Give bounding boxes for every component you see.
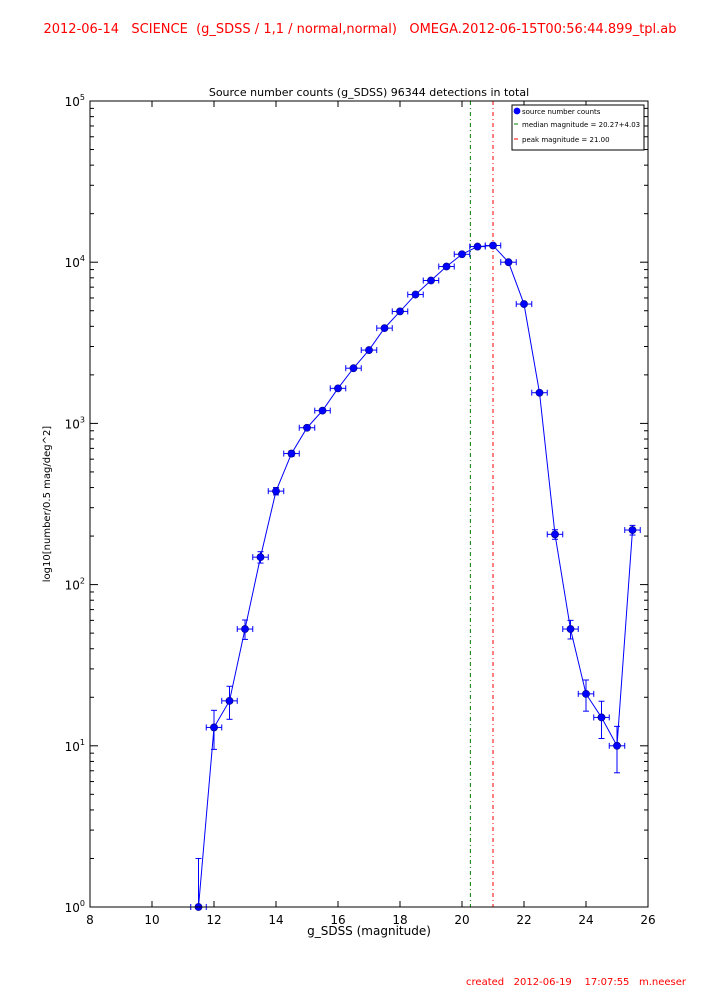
- data-point: [380, 324, 389, 333]
- x-tick-label: 12: [206, 913, 221, 927]
- data-point: [566, 625, 575, 633]
- data-point: [210, 723, 218, 732]
- data-point: [473, 242, 482, 251]
- x-tick-label: 22: [516, 913, 531, 927]
- data-point: [411, 290, 420, 299]
- x-tick-label: 16: [330, 913, 345, 927]
- y-tick-label: 102: [65, 577, 85, 593]
- data-point: [613, 741, 621, 750]
- legend-series-marker: [513, 107, 521, 115]
- data-point: [458, 250, 466, 259]
- data-point: [520, 300, 528, 308]
- plot-area: [190, 101, 641, 911]
- data-point: [334, 384, 342, 393]
- y-axis-label: log10[number/0.5 mag/deg^2]: [42, 426, 53, 583]
- legend-entry: source number counts: [522, 108, 601, 116]
- data-point: [365, 346, 373, 354]
- x-tick-label: 14: [268, 913, 283, 927]
- data-point: [225, 696, 234, 705]
- data-point: [318, 406, 327, 415]
- data-point: [489, 241, 497, 250]
- plot-frame: [89, 100, 649, 908]
- data-point: [551, 530, 559, 539]
- y-tick-label: 100: [65, 899, 85, 915]
- legend-box: [511, 104, 645, 151]
- y-tick-label: 105: [65, 93, 85, 109]
- x-tick-label: 10: [144, 913, 159, 927]
- data-point: [349, 364, 358, 373]
- data-point: [427, 276, 435, 285]
- x-tick-label: 26: [640, 913, 655, 927]
- data-point: [442, 262, 451, 271]
- page-footer: created 2012-06-19 17:07:55 m.neeser: [466, 977, 686, 988]
- x-tick-label: 20: [454, 913, 469, 927]
- data-point: [396, 307, 404, 316]
- y-tick-label: 103: [65, 415, 85, 431]
- x-tick-label: 24: [578, 913, 593, 927]
- data-point: [256, 553, 265, 562]
- data-point: [303, 423, 311, 432]
- data-point: [287, 449, 296, 458]
- axes: 8 10 12 14 16 18 20 22 24 26 100 101 102 103 104 105: [65, 93, 656, 927]
- page-header: 2012-06-14 SCIENCE (g_SDSS / 1,1 / norma…: [43, 22, 677, 37]
- legend-entry: median magnitude = 20.27+4.03: [522, 121, 640, 129]
- legend-entry: peak magnitude = 21.00: [522, 136, 610, 144]
- data-point: [241, 625, 249, 633]
- y-tick-label: 101: [65, 738, 85, 754]
- series-line: [198, 244, 633, 908]
- data-point: [597, 713, 606, 722]
- error-bar: [190, 857, 207, 910]
- x-axis-label: g_SDSS (magnitude): [307, 924, 431, 938]
- data-point: [272, 487, 280, 496]
- data-point: [535, 388, 544, 397]
- data-point: [582, 689, 590, 698]
- chart-title: Source number counts (g_SDSS) 96344 dete…: [209, 86, 529, 99]
- data-point: [504, 258, 513, 267]
- y-tick-label: 104: [65, 254, 85, 270]
- x-tick-label: 18: [392, 913, 407, 927]
- x-tick-label: 8: [86, 913, 94, 927]
- legend: source number counts median magnitude = 2…: [511, 104, 645, 151]
- data-point: [628, 526, 637, 534]
